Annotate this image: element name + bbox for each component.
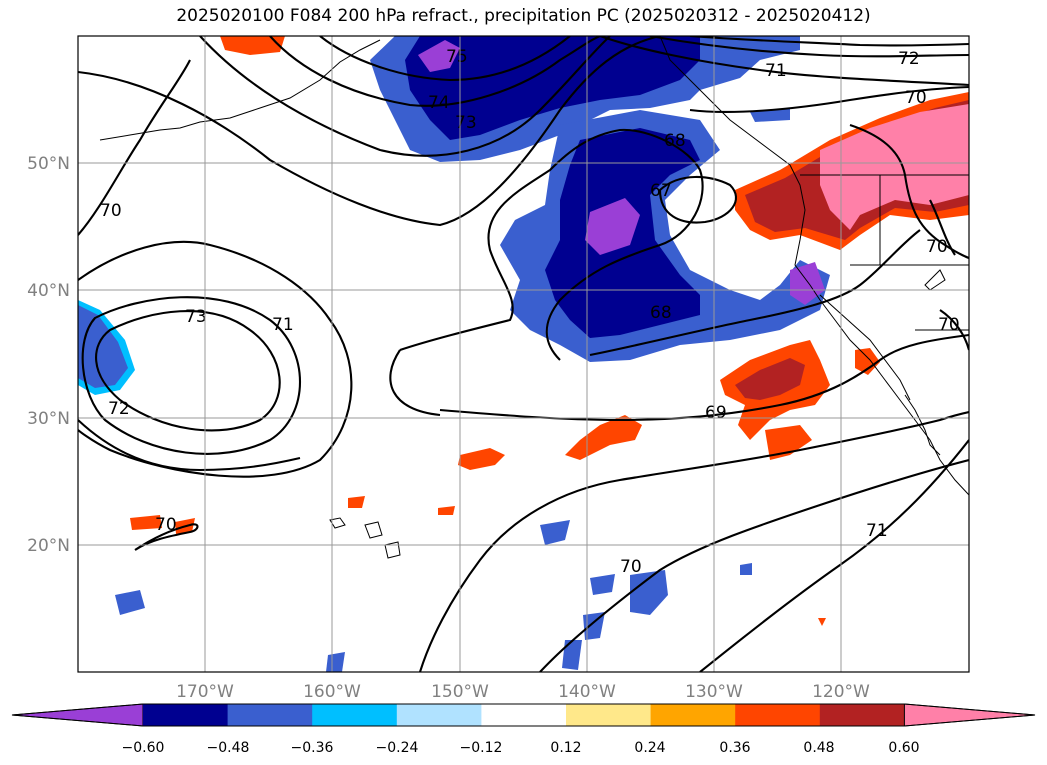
contour-label: 70 xyxy=(620,557,642,577)
lat-label-40n: 40°N xyxy=(27,281,70,301)
colorbar-extend-min xyxy=(11,703,144,727)
lat-label-20n: 20°N xyxy=(27,536,70,556)
lon-label-120w: 120°W xyxy=(812,682,870,702)
contour-label: 68 xyxy=(650,303,672,323)
latitude-labels: 50°N 40°N 30°N 20°N xyxy=(27,154,70,556)
colorbar-tick-label: −0.48 xyxy=(207,740,250,756)
colorbar-tick-label: −0.60 xyxy=(122,740,165,756)
contour-label: 70 xyxy=(905,88,927,108)
colorbar-tick-label: −0.24 xyxy=(376,740,419,756)
coastlines xyxy=(99,36,969,559)
contour-label: 68 xyxy=(664,131,686,151)
contour-label: 72 xyxy=(108,399,130,419)
contour-labels: 75 74 73 72 71 70 68 67 70 73 71 72 70 6… xyxy=(100,47,960,577)
lat-label-50n: 50°N xyxy=(27,154,70,174)
contour-label: 71 xyxy=(765,61,787,81)
contour-label: 73 xyxy=(455,113,477,133)
colorbar-tick-label: 0.48 xyxy=(803,740,834,756)
colorbar-extend-max xyxy=(903,703,1036,727)
map-frame xyxy=(77,35,970,673)
lon-label-170w: 170°W xyxy=(176,682,234,702)
map-plot-area: 75 74 73 72 71 70 68 67 70 73 71 72 70 6… xyxy=(78,36,969,672)
map-title: 2025020100 F084 200 hPa refract., precip… xyxy=(176,6,871,26)
precip-negative-regions xyxy=(78,36,830,672)
contour-label: 69 xyxy=(705,403,727,423)
colorbar-tick-label: 0.24 xyxy=(634,740,665,756)
longitude-labels: 170°W 160°W 150°W 140°W 130°W 120°W xyxy=(176,682,870,702)
colorbar-tick-labels: −0.60 −0.48 −0.36 −0.24 −0.12 0.12 0.24 … xyxy=(122,740,920,756)
colorbar-outline xyxy=(11,703,1036,727)
colorbar-segment xyxy=(566,704,652,726)
colorbar-tick-label: −0.12 xyxy=(460,740,503,756)
contour-label: 70 xyxy=(938,315,960,335)
contour-label: 70 xyxy=(926,237,948,257)
colorbar-segment xyxy=(650,704,736,726)
colorbar-segment xyxy=(312,704,398,726)
colorbar-tick-label: 0.12 xyxy=(550,740,581,756)
contour-label: 71 xyxy=(272,315,294,335)
lon-label-140w: 140°W xyxy=(558,682,616,702)
colorbar xyxy=(11,703,1036,727)
lon-label-130w: 130°W xyxy=(685,682,743,702)
colorbar-tick-label: −0.36 xyxy=(291,740,334,756)
contour-label: 71 xyxy=(866,521,888,541)
contour-label: 74 xyxy=(428,93,450,113)
colorbar-segment xyxy=(396,704,482,726)
graticule xyxy=(78,36,969,672)
colorbar-segment xyxy=(227,704,313,726)
refractivity-contours xyxy=(78,36,969,672)
colorbar-segment xyxy=(819,704,905,726)
lon-label-150w: 150°W xyxy=(431,682,489,702)
contour-label: 72 xyxy=(898,49,920,69)
contour-label: 70 xyxy=(155,515,177,535)
contour-label: 73 xyxy=(185,307,207,327)
contour-label: 67 xyxy=(650,181,672,201)
colorbar-segment xyxy=(481,704,567,726)
colorbar-segment xyxy=(143,704,229,726)
colorbar-tick-label: 0.60 xyxy=(888,740,919,756)
contour-label: 75 xyxy=(446,47,468,67)
colorbar-tick-label: 0.36 xyxy=(719,740,750,756)
colorbar-segment xyxy=(735,704,821,726)
lat-label-30n: 30°N xyxy=(27,409,70,429)
lon-label-160w: 160°W xyxy=(303,682,361,702)
contour-label: 70 xyxy=(100,201,122,221)
